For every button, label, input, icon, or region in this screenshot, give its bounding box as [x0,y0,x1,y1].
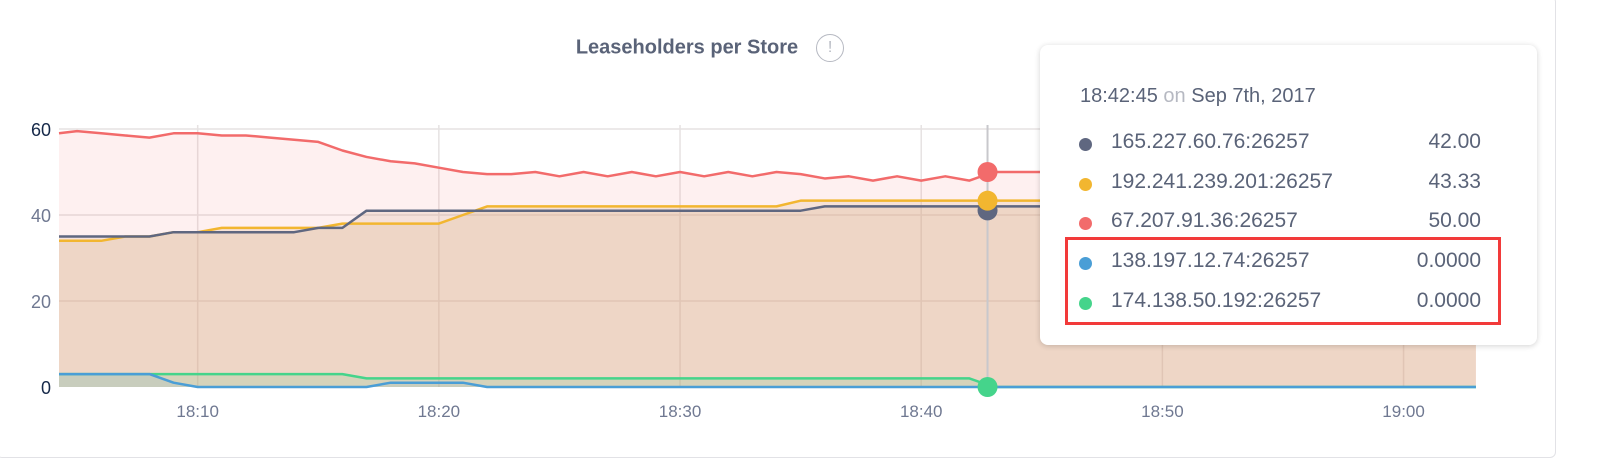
tooltip-row: 138.197.12.74:26257 0.0000 [1073,247,1481,277]
x-tick-label: 18:40 [900,402,943,421]
info-icon[interactable]: ! [816,34,845,62]
y-tick-label: 0 [41,378,51,398]
series-dot-icon [1079,217,1092,230]
x-tick-label: 18:20 [418,402,461,421]
hover-marker [977,190,998,211]
series-dot-icon [1079,297,1092,310]
hover-marker [977,162,998,182]
tooltip-value: 42.00 [1428,130,1481,153]
series-dot-icon [1079,178,1092,191]
tooltip-date: Sep 7th, 2017 [1191,85,1316,107]
tooltip-header: 18:42:45 on Sep 7th, 2017 [1080,85,1316,108]
y-tick-label: 60 [31,120,51,140]
tooltip-row: 165.227.60.76:26257 42.00 [1073,128,1481,158]
tooltip-time: 18:42:45 [1080,85,1158,107]
tooltip-label: 67.207.91.36:26257 [1111,209,1298,232]
chart-title: Leaseholders per Store [575,36,799,59]
tooltip-value: 0.0000 [1416,249,1481,272]
y-tick-label: 40 [31,206,51,226]
hover-marker [977,377,998,397]
series-dot-icon [1079,138,1092,151]
tooltip-label: 192.241.239.201:26257 [1111,170,1333,193]
tooltip-on: on [1163,85,1186,107]
tooltip-value: 0.0000 [1416,289,1481,312]
chart-title-wrap: Leaseholders per Store! [0,34,1420,62]
y-tick-label: 20 [31,292,51,312]
tooltip-value: 43.33 [1428,170,1481,193]
series-line [59,372,1476,389]
tooltip-value: 50.00 [1428,209,1481,232]
tooltip-label: 165.227.60.76:26257 [1111,130,1310,153]
highlight-box [1065,237,1501,325]
tooltip-label: 138.197.12.74:26257 [1111,249,1310,272]
tooltip-label: 174.138.50.192:26257 [1111,289,1322,312]
series-dot-icon [1079,257,1092,270]
tooltip-row: 67.207.91.36:26257 50.00 [1073,207,1481,237]
x-tick-label: 18:30 [659,402,702,421]
tooltip-row: 174.138.50.192:26257 0.0000 [1073,287,1481,317]
x-tick-label: 18:50 [1141,402,1184,421]
tooltip-row: 192.241.239.201:26257 43.33 [1073,168,1481,198]
tooltip: 18:42:45 on Sep 7th, 2017 165.227.60.76:… [1040,45,1537,345]
x-tick-label: 18:10 [176,402,219,421]
x-tick-label: 19:00 [1382,402,1425,421]
